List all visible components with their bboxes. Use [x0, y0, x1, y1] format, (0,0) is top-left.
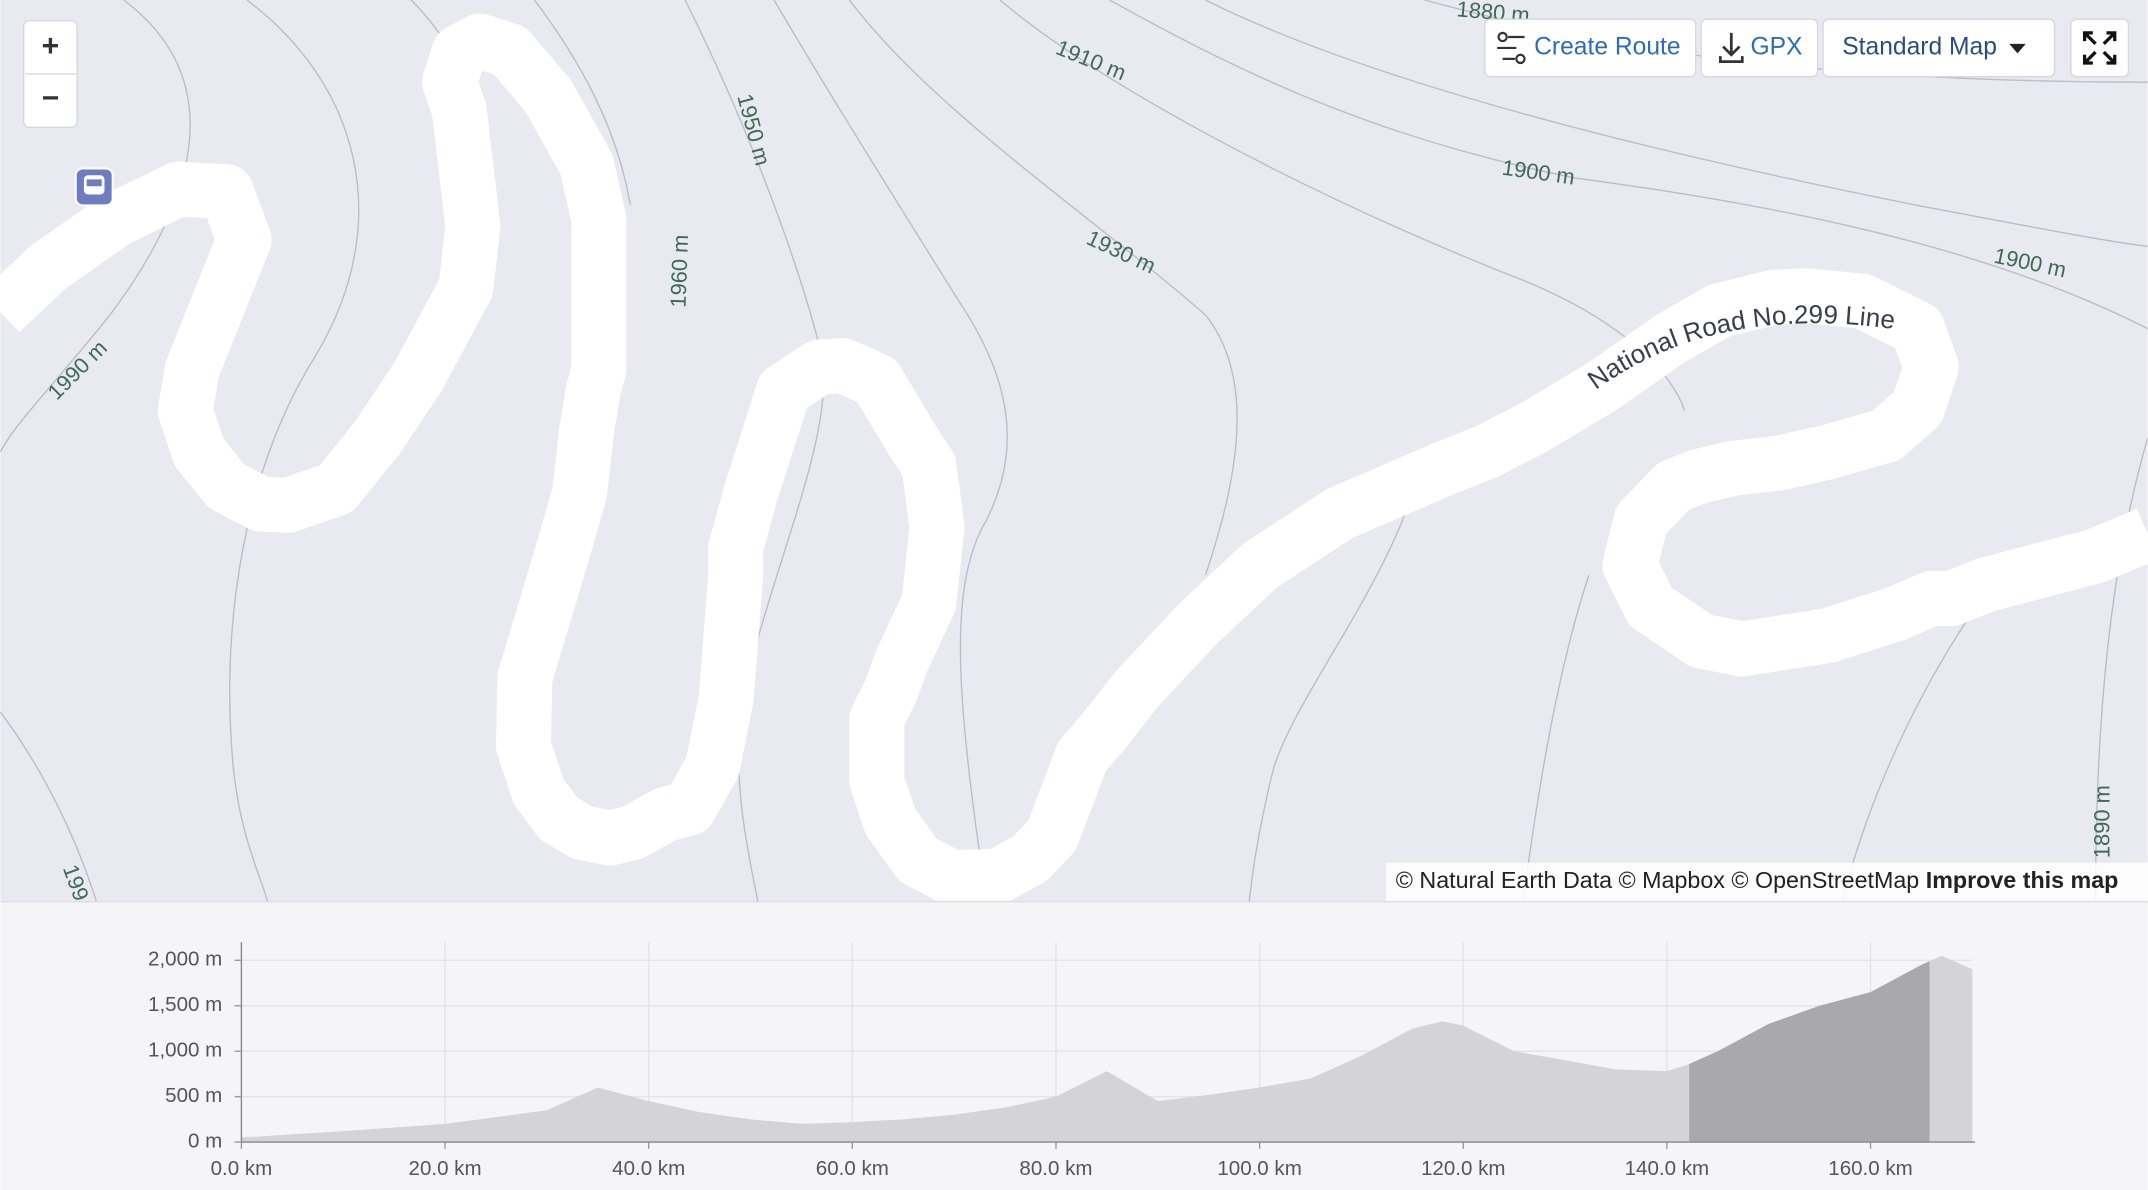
zoom-in[interactable]: + [42, 30, 60, 63]
contour-line [0, 0, 191, 453]
x-tick-label: 40.0 km [612, 1157, 685, 1180]
contour-line [684, 0, 825, 902]
elevation-area [241, 955, 1973, 1143]
x-tick-label: 120.0 km [1421, 1157, 1505, 1180]
contour-line [229, 0, 360, 902]
elevation-chart: 0 m 500 m 1,000 m 1,500 m 2,000 m 0.0 km 20.0 … [148, 942, 1976, 1180]
x-tick-label: 140.0 km [1625, 1157, 1709, 1180]
y-tick-label: 2,000 m [148, 948, 222, 971]
bus-stop[interactable] [74, 167, 114, 207]
contour-line [533, 0, 631, 206]
x-tick-label: 0.0 km [211, 1157, 273, 1180]
attribution-box [1386, 862, 2148, 902]
contour-line [848, 0, 1238, 576]
contour-line [1205, 0, 2148, 248]
attribution-text: © Natural Earth Data © Mapbox © OpenStre… [1396, 867, 1919, 893]
y-tick-label: 1,500 m [148, 993, 222, 1016]
y-tick-label: 0 m [188, 1129, 222, 1152]
x-tick-label: 20.0 km [409, 1157, 482, 1180]
zoom-out[interactable]: − [42, 82, 60, 115]
create-route-label[interactable]: Create Route [1534, 33, 1680, 60]
contour-line [0, 711, 97, 902]
fullscreen-button[interactable] [2070, 18, 2130, 78]
create-route-button[interactable] [1484, 18, 1697, 78]
contour-label: 1960 m [665, 234, 693, 308]
y-tick-label: 500 m [165, 1084, 222, 1107]
route [0, 13, 2148, 906]
contour-line [2094, 438, 2148, 902]
x-tick-label: 100.0 km [1217, 1157, 1301, 1180]
contour-line [1522, 574, 1590, 902]
x-tick-label: 60.0 km [816, 1157, 889, 1180]
gpx-label[interactable]: GPX [1750, 33, 1802, 60]
contour-line [773, 0, 1008, 902]
attribution: © Natural Earth Data © Mapbox © OpenStre… [1396, 867, 2119, 893]
highlight-area [1689, 961, 1930, 1143]
download-icon [1718, 32, 1744, 63]
bus-window [86, 179, 102, 187]
y-tick-label: 1,000 m [148, 1039, 222, 1062]
map-style-button[interactable] [1822, 18, 2056, 78]
dropdown-caret [2009, 43, 2026, 54]
contour-label: 1890 m [2090, 785, 2115, 858]
fullscreen-icon [2082, 31, 2117, 65]
contour-line [1248, 451, 1426, 902]
improve-link[interactable]: Improve this map [1926, 867, 2119, 893]
x-tick-label: 160.0 km [1828, 1157, 1912, 1180]
contour-line [1109, 0, 2148, 330]
x-tick-label: 80.0 km [1019, 1157, 1092, 1180]
map-style-label[interactable]: Standard Map [1842, 33, 1997, 60]
create-route-icon [1497, 31, 1526, 65]
